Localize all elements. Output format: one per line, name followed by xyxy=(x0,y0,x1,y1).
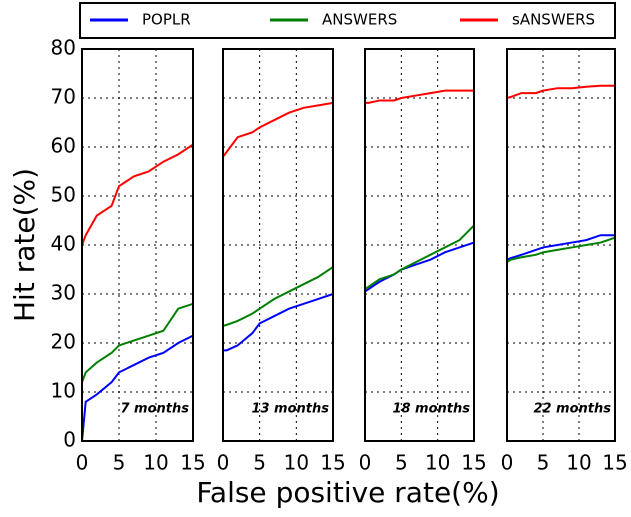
series-line xyxy=(506,234,615,261)
x-tick-label: 15 xyxy=(180,451,205,475)
x-tick-label: 10 xyxy=(143,451,168,475)
series-line xyxy=(365,89,474,104)
x-axis-label: False positive rate(%) xyxy=(196,476,499,509)
x-tick-label: 15 xyxy=(320,451,345,475)
series-line xyxy=(222,101,334,158)
y-tick-label: 10 xyxy=(51,379,76,403)
x-tick-label: 5 xyxy=(113,451,126,475)
annotation: 13 months xyxy=(251,402,329,417)
legend-label: sANSWERS xyxy=(512,11,595,29)
y-tick-label: 30 xyxy=(51,281,76,305)
y-tick-label: 40 xyxy=(51,232,76,256)
y-tick-label: 60 xyxy=(51,134,76,158)
series-line xyxy=(364,224,475,290)
legend-label: POPLR xyxy=(142,11,191,29)
y-tick-label: 0 xyxy=(63,428,76,452)
x-tick-label: 0 xyxy=(501,451,514,475)
legend-label: ANSWERS xyxy=(322,11,397,29)
x-tick-label: 5 xyxy=(395,451,408,475)
x-tick-label: 10 xyxy=(425,451,450,475)
x-tick-label: 0 xyxy=(217,451,230,475)
legend-box xyxy=(79,2,616,39)
y-tick-label: 70 xyxy=(51,85,76,109)
y-axis-label: Hit rate(%) xyxy=(8,168,41,322)
x-tick-label: 5 xyxy=(253,451,266,475)
series-line xyxy=(223,293,334,352)
x-tick-label: 5 xyxy=(537,451,550,475)
series-line xyxy=(364,241,475,293)
annotation: 22 months xyxy=(533,402,611,417)
annotation: 18 months xyxy=(392,402,470,417)
panel-frame xyxy=(222,48,334,442)
panel-frame xyxy=(506,48,616,442)
y-tick-label: 80 xyxy=(51,36,76,60)
series-line xyxy=(506,84,615,99)
panel-frame xyxy=(81,48,194,442)
y-tick-label: 50 xyxy=(51,183,76,207)
series-line xyxy=(81,302,194,383)
x-tick-label: 15 xyxy=(602,451,627,475)
series-line xyxy=(81,143,194,246)
x-tick-label: 0 xyxy=(76,451,89,475)
panel-frame xyxy=(364,48,475,442)
x-tick-label: 15 xyxy=(461,451,486,475)
series-line xyxy=(506,236,616,263)
x-tick-label: 0 xyxy=(359,451,372,475)
annotation: 7 months xyxy=(120,402,189,417)
x-tick-label: 10 xyxy=(284,451,309,475)
y-tick-label: 20 xyxy=(51,330,76,354)
x-tick-label: 10 xyxy=(566,451,591,475)
series-line xyxy=(222,266,334,327)
series-line xyxy=(81,334,194,442)
